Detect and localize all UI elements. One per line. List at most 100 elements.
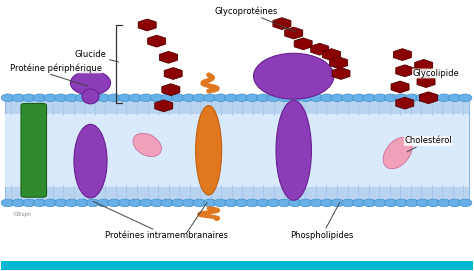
Circle shape (214, 199, 227, 207)
Circle shape (44, 94, 57, 102)
Text: ©Bioph: ©Bioph (12, 212, 31, 217)
Polygon shape (273, 18, 291, 30)
Circle shape (448, 94, 461, 102)
Text: Protéines intramembranaires: Protéines intramembranaires (93, 201, 228, 240)
Circle shape (427, 199, 440, 207)
Circle shape (288, 94, 301, 102)
Circle shape (310, 199, 323, 207)
Ellipse shape (133, 133, 162, 157)
Circle shape (235, 199, 248, 207)
Circle shape (203, 94, 217, 102)
Circle shape (288, 199, 301, 207)
Circle shape (405, 199, 419, 207)
Circle shape (256, 199, 270, 207)
Circle shape (331, 199, 344, 207)
Circle shape (235, 94, 248, 102)
Circle shape (86, 94, 100, 102)
Polygon shape (332, 67, 350, 79)
Circle shape (12, 94, 25, 102)
Ellipse shape (71, 71, 110, 95)
Circle shape (214, 94, 227, 102)
Circle shape (225, 199, 238, 207)
Circle shape (459, 199, 472, 207)
Circle shape (129, 199, 142, 207)
Circle shape (172, 199, 185, 207)
Polygon shape (417, 76, 435, 88)
Text: Glucide: Glucide (74, 50, 118, 62)
Circle shape (76, 94, 89, 102)
Circle shape (1, 199, 14, 207)
Circle shape (352, 94, 365, 102)
Polygon shape (155, 100, 173, 112)
Circle shape (22, 199, 36, 207)
Text: Cholestérol: Cholestérol (404, 136, 452, 152)
Circle shape (246, 199, 259, 207)
Circle shape (363, 94, 376, 102)
Circle shape (192, 94, 206, 102)
Circle shape (363, 199, 376, 207)
Circle shape (150, 94, 164, 102)
Text: Protéine périphérique: Protéine périphérique (10, 63, 102, 73)
Circle shape (310, 94, 323, 102)
Circle shape (278, 94, 291, 102)
Circle shape (459, 94, 472, 102)
Circle shape (108, 94, 121, 102)
Circle shape (438, 199, 451, 207)
Circle shape (395, 94, 408, 102)
Circle shape (331, 94, 344, 102)
Circle shape (150, 199, 164, 207)
Circle shape (374, 199, 387, 207)
Polygon shape (396, 65, 414, 77)
Circle shape (139, 94, 153, 102)
Circle shape (427, 94, 440, 102)
Circle shape (55, 94, 68, 102)
Circle shape (12, 199, 25, 207)
Polygon shape (159, 51, 177, 63)
Circle shape (33, 94, 46, 102)
Polygon shape (322, 49, 340, 60)
Circle shape (320, 199, 334, 207)
Polygon shape (285, 27, 303, 39)
Bar (5, 114, 469, 187)
Circle shape (342, 199, 355, 207)
Polygon shape (415, 59, 433, 71)
Circle shape (182, 199, 195, 207)
Polygon shape (294, 38, 312, 50)
Circle shape (97, 199, 110, 207)
Circle shape (76, 199, 89, 207)
Polygon shape (396, 97, 414, 109)
Circle shape (254, 53, 334, 99)
Circle shape (256, 94, 270, 102)
Circle shape (203, 199, 217, 207)
Circle shape (278, 199, 291, 207)
Circle shape (384, 94, 397, 102)
Circle shape (55, 199, 68, 207)
Circle shape (86, 199, 100, 207)
Circle shape (33, 199, 46, 207)
Circle shape (416, 94, 429, 102)
Ellipse shape (276, 100, 311, 200)
Circle shape (118, 94, 131, 102)
Circle shape (161, 199, 174, 207)
Circle shape (225, 94, 238, 102)
Ellipse shape (196, 106, 222, 195)
Text: Glycolipide: Glycolipide (412, 69, 459, 78)
Circle shape (267, 94, 281, 102)
Circle shape (320, 94, 334, 102)
Circle shape (395, 199, 408, 207)
Ellipse shape (82, 89, 99, 104)
Bar (5, 98, 469, 203)
Circle shape (438, 94, 451, 102)
Circle shape (416, 199, 429, 207)
Circle shape (448, 199, 461, 207)
Ellipse shape (383, 137, 412, 169)
Polygon shape (164, 67, 182, 79)
Circle shape (384, 199, 397, 207)
Circle shape (108, 199, 121, 207)
Polygon shape (310, 43, 328, 55)
Circle shape (44, 199, 57, 207)
Bar (0, 261, 474, 270)
Circle shape (172, 94, 185, 102)
Circle shape (161, 94, 174, 102)
Circle shape (97, 94, 110, 102)
